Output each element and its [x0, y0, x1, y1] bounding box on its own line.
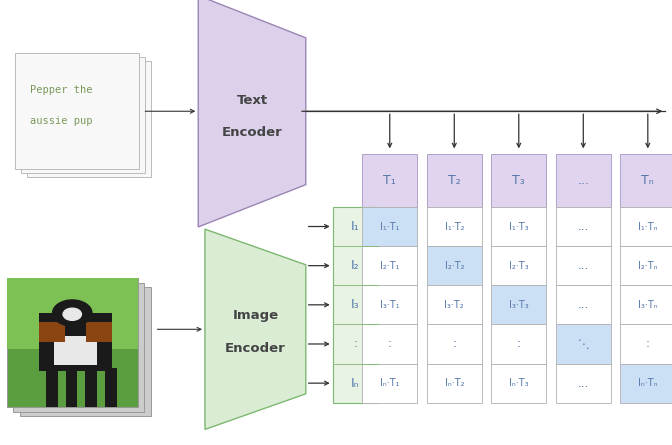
Bar	[13, 283, 144, 412]
Bar	[427, 246, 482, 285]
Bar	[66, 368, 77, 407]
Text: ...: ...	[578, 376, 589, 390]
Bar	[427, 364, 482, 403]
Bar	[556, 207, 611, 246]
Circle shape	[63, 308, 81, 320]
Text: I₃: I₃	[351, 298, 360, 312]
Text: ...: ...	[577, 174, 589, 187]
Text: I₁·T₃: I₁·T₃	[509, 222, 529, 231]
Bar	[427, 285, 482, 324]
Text: :: :	[517, 337, 521, 351]
Bar	[85, 368, 97, 407]
Bar	[362, 154, 417, 207]
Bar	[40, 313, 112, 371]
Circle shape	[52, 300, 92, 326]
Bar	[362, 207, 417, 246]
Polygon shape	[198, 0, 306, 227]
Bar	[362, 246, 417, 285]
Bar	[54, 336, 97, 365]
Text: Iₙ·T₃: Iₙ·T₃	[509, 378, 529, 388]
Text: T₁: T₁	[384, 174, 396, 187]
Bar	[86, 322, 112, 342]
Text: Iₙ·Tₙ: Iₙ·Tₙ	[638, 378, 658, 388]
Bar	[556, 154, 611, 207]
Bar	[105, 368, 117, 407]
Text: :: :	[388, 337, 392, 351]
Text: I₂·T₃: I₂·T₃	[509, 261, 529, 271]
Bar	[620, 246, 672, 285]
Bar	[15, 53, 139, 169]
Text: Iₙ·T₂: Iₙ·T₂	[444, 378, 464, 388]
Bar	[7, 278, 138, 349]
Bar	[427, 154, 482, 207]
Text: Iₙ·T₁: Iₙ·T₁	[380, 378, 400, 388]
Bar	[333, 207, 378, 403]
Bar	[46, 368, 58, 407]
Bar	[27, 61, 151, 177]
Bar	[427, 324, 482, 364]
Bar	[491, 285, 546, 324]
Text: T₂: T₂	[448, 174, 460, 187]
Text: ...: ...	[578, 298, 589, 312]
Bar	[620, 154, 672, 207]
Text: :: :	[353, 337, 358, 351]
Bar	[7, 278, 138, 407]
Text: I₁·T₂: I₁·T₂	[444, 222, 464, 231]
Bar	[427, 207, 482, 246]
Bar	[620, 285, 672, 324]
Text: Iₙ: Iₙ	[351, 376, 360, 390]
Text: I₂·T₁: I₂·T₁	[380, 261, 400, 271]
Text: ⋱: ⋱	[577, 337, 589, 351]
Text: Encoder: Encoder	[225, 342, 286, 355]
Text: I₃·T₃: I₃·T₃	[509, 300, 529, 310]
Text: I₃·T₁: I₃·T₁	[380, 300, 400, 310]
Text: Image: Image	[233, 309, 278, 323]
Text: I₁: I₁	[351, 220, 360, 233]
Bar	[491, 246, 546, 285]
Bar	[362, 364, 417, 403]
Bar	[620, 364, 672, 403]
Bar	[556, 364, 611, 403]
Text: Text: Text	[237, 93, 267, 107]
Bar	[20, 287, 151, 416]
Text: ...: ...	[578, 259, 589, 272]
Text: ...: ...	[578, 220, 589, 233]
Text: T₃: T₃	[513, 174, 525, 187]
Text: I₂: I₂	[351, 259, 360, 272]
Text: Encoder: Encoder	[222, 126, 282, 139]
Bar	[491, 324, 546, 364]
Text: Tₙ: Tₙ	[642, 174, 654, 187]
Bar	[7, 278, 138, 407]
Bar	[620, 207, 672, 246]
Bar	[491, 364, 546, 403]
Bar	[491, 207, 546, 246]
Polygon shape	[205, 229, 306, 429]
Bar	[491, 154, 546, 207]
Bar	[40, 322, 65, 342]
Bar	[21, 57, 145, 173]
Text: I₃·Tₙ: I₃·Tₙ	[638, 300, 658, 310]
Text: :: :	[646, 337, 650, 351]
Text: I₁·Tₙ: I₁·Tₙ	[638, 222, 658, 231]
Bar	[362, 324, 417, 364]
Bar	[556, 324, 611, 364]
Text: I₂·T₂: I₂·T₂	[444, 261, 464, 271]
Bar	[556, 246, 611, 285]
Text: I₃·T₂: I₃·T₂	[444, 300, 464, 310]
Text: aussie pup: aussie pup	[30, 116, 92, 125]
Text: Pepper the: Pepper the	[30, 85, 92, 94]
Text: :: :	[452, 337, 456, 351]
Text: I₂·Tₙ: I₂·Tₙ	[638, 261, 658, 271]
Bar	[362, 285, 417, 324]
Bar	[620, 324, 672, 364]
Text: I₁·T₁: I₁·T₁	[380, 222, 400, 231]
Bar	[556, 285, 611, 324]
